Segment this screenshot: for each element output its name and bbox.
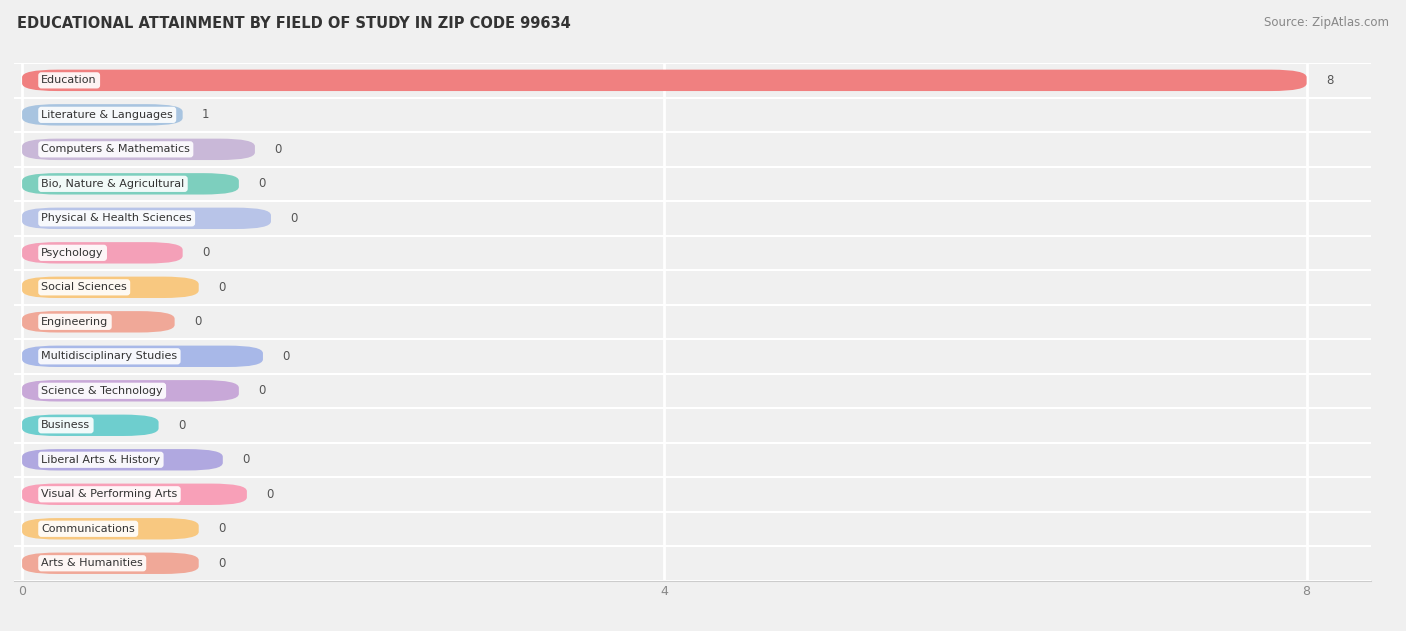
Text: 0: 0 bbox=[218, 281, 225, 294]
Text: Psychology: Psychology bbox=[41, 248, 104, 258]
Text: 0: 0 bbox=[266, 488, 274, 501]
FancyBboxPatch shape bbox=[22, 208, 271, 229]
FancyBboxPatch shape bbox=[22, 311, 174, 333]
Text: Business: Business bbox=[41, 420, 90, 430]
Text: 0: 0 bbox=[259, 384, 266, 398]
FancyBboxPatch shape bbox=[22, 553, 198, 574]
FancyBboxPatch shape bbox=[22, 276, 198, 298]
Bar bbox=[14, 477, 1371, 512]
Text: 0: 0 bbox=[218, 557, 225, 570]
Text: Bio, Nature & Agricultural: Bio, Nature & Agricultural bbox=[41, 179, 184, 189]
Text: 0: 0 bbox=[283, 350, 290, 363]
Text: 0: 0 bbox=[290, 212, 298, 225]
Text: Science & Technology: Science & Technology bbox=[41, 386, 163, 396]
FancyBboxPatch shape bbox=[22, 104, 183, 126]
Bar bbox=[14, 201, 1371, 235]
Text: Social Sciences: Social Sciences bbox=[41, 282, 127, 292]
FancyBboxPatch shape bbox=[22, 483, 247, 505]
Text: Multidisciplinary Studies: Multidisciplinary Studies bbox=[41, 351, 177, 362]
FancyBboxPatch shape bbox=[22, 242, 183, 264]
Text: 1: 1 bbox=[202, 109, 209, 121]
Bar bbox=[14, 512, 1371, 546]
Text: 0: 0 bbox=[274, 143, 281, 156]
Text: 0: 0 bbox=[259, 177, 266, 191]
Text: 0: 0 bbox=[194, 316, 201, 328]
FancyBboxPatch shape bbox=[22, 69, 1306, 91]
Text: 0: 0 bbox=[218, 522, 225, 535]
Text: Literature & Languages: Literature & Languages bbox=[41, 110, 173, 120]
FancyBboxPatch shape bbox=[22, 173, 239, 194]
Bar bbox=[14, 167, 1371, 201]
Text: Education: Education bbox=[41, 75, 97, 85]
Text: Liberal Arts & History: Liberal Arts & History bbox=[41, 455, 160, 465]
Text: 8: 8 bbox=[1326, 74, 1333, 87]
Bar bbox=[14, 408, 1371, 442]
Text: Physical & Health Sciences: Physical & Health Sciences bbox=[41, 213, 193, 223]
Bar bbox=[14, 546, 1371, 581]
Bar bbox=[14, 270, 1371, 305]
Bar bbox=[14, 442, 1371, 477]
Text: Communications: Communications bbox=[41, 524, 135, 534]
Text: Source: ZipAtlas.com: Source: ZipAtlas.com bbox=[1264, 16, 1389, 29]
Text: Visual & Performing Arts: Visual & Performing Arts bbox=[41, 489, 177, 499]
FancyBboxPatch shape bbox=[22, 449, 222, 471]
FancyBboxPatch shape bbox=[22, 380, 239, 401]
Bar bbox=[14, 132, 1371, 167]
Text: 0: 0 bbox=[177, 419, 186, 432]
Bar bbox=[14, 98, 1371, 132]
Text: Computers & Mathematics: Computers & Mathematics bbox=[41, 144, 190, 155]
Text: EDUCATIONAL ATTAINMENT BY FIELD OF STUDY IN ZIP CODE 99634: EDUCATIONAL ATTAINMENT BY FIELD OF STUDY… bbox=[17, 16, 571, 31]
Bar bbox=[14, 339, 1371, 374]
Bar bbox=[14, 63, 1371, 98]
Bar bbox=[14, 305, 1371, 339]
Text: Arts & Humanities: Arts & Humanities bbox=[41, 558, 143, 569]
Text: 0: 0 bbox=[242, 453, 249, 466]
FancyBboxPatch shape bbox=[22, 518, 198, 540]
Bar bbox=[14, 235, 1371, 270]
FancyBboxPatch shape bbox=[22, 415, 159, 436]
Text: 0: 0 bbox=[202, 246, 209, 259]
FancyBboxPatch shape bbox=[22, 139, 254, 160]
Text: Engineering: Engineering bbox=[41, 317, 108, 327]
Bar bbox=[14, 374, 1371, 408]
FancyBboxPatch shape bbox=[22, 346, 263, 367]
